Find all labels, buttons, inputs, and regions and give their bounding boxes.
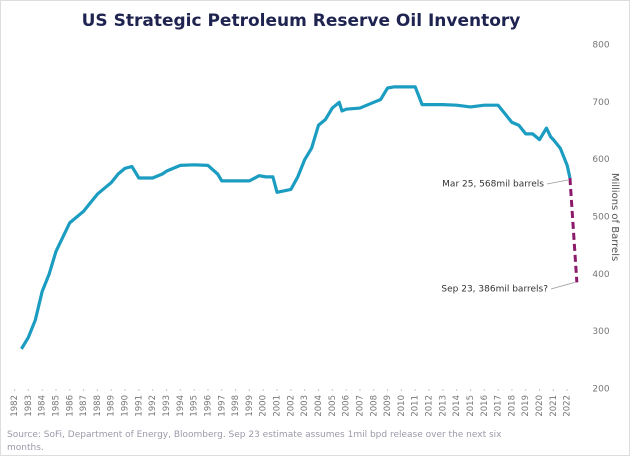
x-tick-label: 1984 [38, 395, 48, 417]
x-tick-label: 2010 [397, 395, 407, 417]
x-tick-label: 1997 [217, 395, 227, 417]
source-note: Source: SoFi, Department of Energy, Bloo… [7, 430, 502, 453]
projection-line [568, 177, 579, 283]
y-tick-label: 800 [592, 41, 609, 51]
x-tick-label: 2000 [259, 395, 269, 417]
x-tick-label: 2014 [452, 395, 462, 417]
x-tick-label: 2022 [563, 395, 573, 417]
x-tick-label: 1998 [231, 395, 241, 417]
x-tick-label: 1992 [148, 395, 158, 417]
x-tick-label: 2013 [438, 395, 448, 417]
x-tick-label: 2016 [480, 395, 490, 417]
y-tick-label: 200 [592, 385, 609, 395]
y-tick-label: 500 [592, 213, 609, 223]
x-tick-label: 2019 [521, 395, 531, 417]
y-tick-label: 400 [592, 270, 609, 280]
x-tick-label: 1990 [121, 395, 131, 417]
x-tick-label: 2021 [549, 395, 559, 417]
x-tick-label: 1983 [24, 395, 34, 417]
x-tick-label: 1991 [134, 395, 144, 417]
annotation: Sep 23, 386mil barrels? [441, 285, 548, 295]
x-tick-label: 2017 [494, 395, 504, 417]
annotation: Mar 25, 568mil barrels [442, 180, 544, 190]
x-tick-label: 2007 [355, 395, 365, 417]
x-tick-label: 2015 [466, 395, 476, 417]
y-tick-label: 300 [592, 327, 609, 337]
x-tick-label: 1988 [93, 395, 103, 417]
annotation-leader [550, 281, 575, 290]
x-tick-label: 2005 [328, 395, 338, 417]
chart-title: US Strategic Petroleum Reserve Oil Inven… [82, 11, 521, 31]
x-tick-label: 2003 [300, 395, 310, 417]
x-tick-label: 2018 [507, 395, 517, 417]
x-tick-label: 1993 [162, 395, 172, 417]
x-tick-label: 2012 [425, 395, 435, 417]
x-tick-label: 1996 [203, 395, 213, 417]
x-tick-label: 2009 [383, 395, 393, 417]
y-axis-label: Millions of Barrels [609, 173, 620, 261]
x-tick-label: 1985 [51, 395, 61, 417]
x-tick-label: 1989 [107, 395, 117, 417]
x-tick-label: 2020 [535, 395, 545, 417]
x-tick-label: 2002 [286, 395, 296, 417]
data-line [20, 85, 572, 350]
x-tick-label: 1994 [176, 395, 186, 417]
x-tick-label: 1999 [245, 395, 255, 417]
x-tick-label: 1982 [10, 395, 20, 417]
x-tick-label: 2011 [411, 395, 421, 417]
x-tick-label: 1987 [79, 395, 89, 417]
y-tick-label: 600 [592, 155, 609, 165]
x-tick-label: 2004 [314, 395, 324, 417]
annotation-leader [546, 179, 569, 185]
x-tick-label: 2001 [273, 395, 283, 417]
x-tick-label: 2006 [342, 395, 352, 417]
x-tick-label: 1995 [190, 395, 200, 417]
x-tick-label: 1986 [65, 395, 75, 417]
y-tick-label: 700 [592, 98, 609, 108]
x-tick-label: 2008 [369, 395, 379, 417]
